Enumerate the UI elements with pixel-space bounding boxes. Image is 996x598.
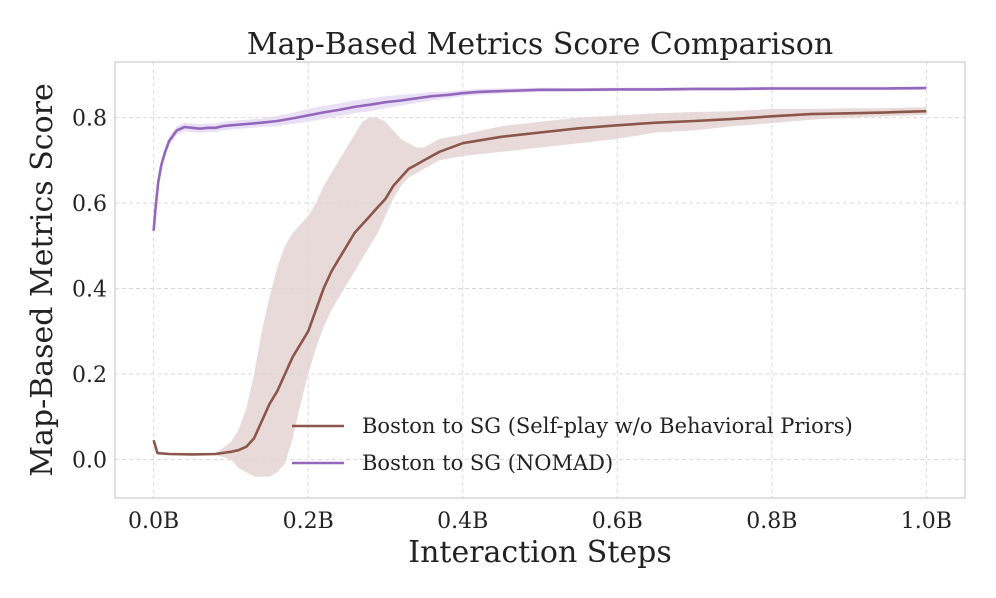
series-band-1: [153, 107, 927, 477]
x-tick-label: 0.0B: [128, 509, 179, 534]
legend: Boston to SG (Self-play w/o Behavioral P…: [292, 414, 853, 475]
y-tick-label: 0.4: [72, 278, 107, 303]
y-axis-title: Map-Based Metrics Score: [25, 83, 60, 476]
chart-title: Map-Based Metrics Score Comparison: [247, 27, 833, 62]
legend-label-2: Boston to SG (NOMAD): [362, 451, 613, 475]
plot-frame: [114, 61, 966, 499]
legend-label-1: Boston to SG (Self-play w/o Behavioral P…: [362, 414, 853, 438]
y-tick-label: 0.8: [72, 107, 107, 132]
y-tick-label: 0.2: [72, 363, 107, 388]
x-tick-label: 0.2B: [283, 509, 334, 534]
series-line-2: [152, 86, 927, 231]
confidence-bands: [153, 86, 927, 477]
x-tick-label: 0.8B: [746, 509, 797, 534]
x-tick-label: 1.0B: [901, 509, 952, 534]
tick-labels: 0.0B 0.2B 0.4B 0.6B 0.8B 1.0B 0.0 0.2 0.4 0.6 0.8: [72, 107, 952, 534]
x-tick-label: 0.6B: [592, 509, 643, 534]
y-tick-label: 0.6: [72, 192, 107, 217]
series-lines: [152, 86, 927, 456]
y-tick-label: 0.0: [72, 449, 107, 474]
x-axis-title: Interaction Steps: [408, 535, 672, 570]
series-line-1: [152, 109, 927, 456]
x-tick-label: 0.4B: [437, 509, 488, 534]
